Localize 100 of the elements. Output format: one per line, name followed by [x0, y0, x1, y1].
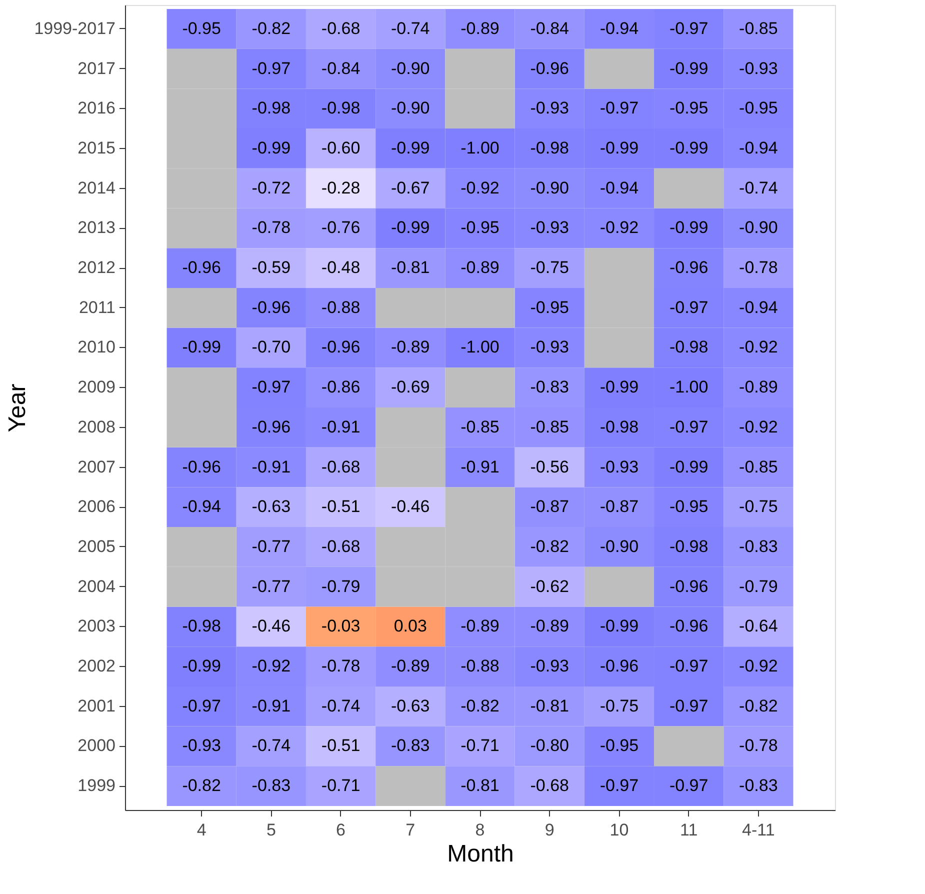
y-tick-label: 2003: [78, 616, 116, 636]
data-label: -0.96: [252, 298, 291, 317]
data-label: -0.85: [739, 457, 778, 476]
data-label: -0.93: [530, 656, 569, 676]
data-label: -0.99: [252, 138, 291, 158]
x-tick-label: 6: [336, 820, 346, 840]
data-label: -0.74: [321, 696, 360, 716]
data-label: -0.97: [669, 298, 708, 317]
x-tick-label: 4: [196, 820, 206, 840]
data-label: -0.51: [321, 736, 360, 756]
data-label: -0.89: [460, 616, 500, 636]
data-label: -0.72: [252, 178, 291, 198]
data-label: -0.98: [600, 417, 639, 436]
data-label: -0.93: [739, 58, 778, 78]
data-label: -0.51: [321, 497, 360, 516]
y-tick-label: 2001: [78, 696, 116, 716]
data-label: -0.81: [460, 776, 500, 796]
data-label: -0.99: [182, 338, 221, 357]
data-label: -0.76: [321, 218, 360, 238]
data-label: -0.46: [252, 616, 291, 636]
data-label: -0.96: [182, 258, 221, 278]
data-label: -0.98: [252, 98, 291, 118]
data-label: -0.93: [530, 338, 569, 357]
y-tick-label: 2015: [78, 138, 116, 158]
data-label: -0.60: [321, 138, 360, 158]
data-label: -0.95: [530, 298, 569, 317]
data-label: -0.94: [600, 178, 639, 198]
data-label: -0.82: [252, 18, 291, 38]
data-label: -0.90: [530, 178, 569, 198]
data-label: -0.85: [460, 417, 500, 436]
data-label: -0.96: [530, 58, 569, 78]
data-label: -0.97: [669, 656, 708, 676]
data-label: -0.85: [739, 18, 778, 38]
data-label: -0.99: [669, 58, 708, 78]
data-label: -0.89: [530, 616, 569, 636]
data-label: -0.94: [739, 138, 778, 158]
data-label: -0.98: [530, 138, 569, 158]
y-tick-label: 2004: [78, 576, 116, 596]
data-label: -0.95: [739, 98, 778, 118]
data-label: -0.95: [669, 497, 708, 516]
data-label: -0.97: [252, 378, 291, 397]
data-label: -0.74: [739, 178, 778, 198]
y-tick-label: 2013: [78, 218, 116, 238]
data-label: -0.92: [739, 417, 778, 436]
data-label: -0.96: [252, 417, 291, 436]
data-label: -0.67: [391, 178, 430, 198]
y-tick-label: 2006: [78, 497, 116, 516]
data-label: -0.82: [182, 776, 221, 796]
data-label: -0.96: [669, 616, 708, 636]
x-tick-label: 4-11: [742, 820, 775, 840]
data-label: -0.80: [530, 736, 569, 756]
y-axis-title: Year: [4, 384, 32, 432]
data-label: -0.95: [669, 98, 708, 118]
data-label: 0.03: [394, 616, 427, 636]
y-tick-label: 2009: [78, 378, 116, 397]
data-label: -0.92: [460, 178, 500, 198]
data-label: -0.93: [530, 98, 569, 118]
data-label: -0.94: [739, 298, 778, 317]
data-label: -0.83: [252, 776, 291, 796]
data-label: -0.96: [669, 576, 708, 596]
data-label: -0.99: [669, 218, 708, 238]
data-label: -0.99: [391, 218, 430, 238]
data-label: -0.59: [252, 258, 291, 278]
data-label: -0.79: [739, 576, 778, 596]
data-label: -0.99: [182, 656, 221, 676]
data-label: -0.95: [600, 736, 639, 756]
data-label: -0.85: [530, 417, 569, 436]
data-label: -0.98: [182, 616, 221, 636]
y-tick-label: 1999-2017: [34, 18, 116, 38]
x-tick-label: 11: [680, 820, 698, 840]
data-label: -0.77: [252, 576, 291, 596]
data-label: -0.93: [600, 457, 639, 476]
data-label: -0.83: [391, 736, 430, 756]
y-tick-label: 2008: [78, 417, 116, 436]
data-label: -0.03: [321, 616, 360, 636]
data-label: -0.94: [182, 497, 221, 516]
data-label: -0.79: [321, 576, 360, 596]
data-label: -0.95: [460, 218, 500, 238]
data-label: -0.83: [530, 378, 569, 397]
data-label: -0.68: [530, 776, 569, 796]
data-label: -0.68: [321, 536, 360, 556]
data-label: -0.99: [669, 457, 708, 476]
data-label: -1.00: [460, 138, 500, 158]
data-label: -0.92: [252, 656, 291, 676]
data-label: -0.97: [600, 98, 639, 118]
data-label: -0.88: [321, 298, 360, 317]
data-label: -0.96: [669, 258, 708, 278]
x-tick-label: 7: [406, 820, 416, 840]
data-label: -0.93: [182, 736, 221, 756]
data-label: -0.70: [252, 338, 291, 357]
data-label: -0.90: [391, 58, 430, 78]
data-label: -0.99: [600, 616, 639, 636]
data-label: -0.81: [391, 258, 430, 278]
data-label: -0.48: [321, 258, 360, 278]
data-label: -0.64: [739, 616, 778, 636]
data-label: -0.75: [530, 258, 569, 278]
data-label: -0.99: [600, 138, 639, 158]
data-label: -0.89: [460, 18, 500, 38]
data-label: -0.71: [460, 736, 500, 756]
data-label: -0.97: [669, 696, 708, 716]
